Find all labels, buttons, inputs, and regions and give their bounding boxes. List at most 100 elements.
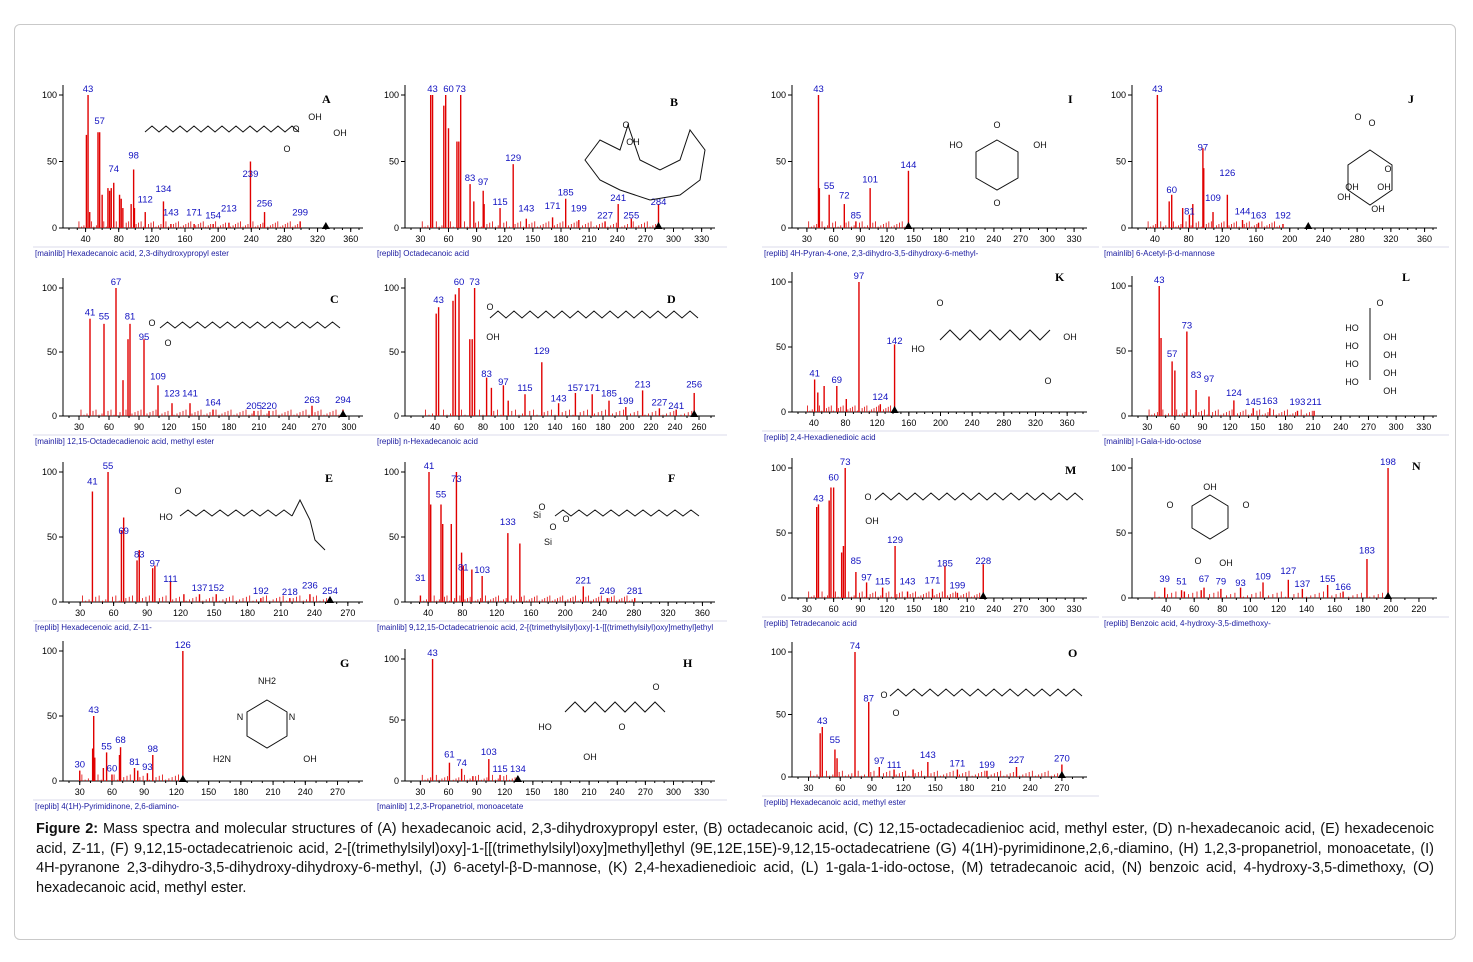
peak-label: 157 [567,383,583,394]
peak-label: 218 [282,587,298,598]
x-tick-label: 80 [1217,604,1227,614]
x-tick-label: 240 [307,608,322,618]
spectrum-panel-j: 0 50 100 40 80 120 160 200 240 280 320 360 43 60 81 97 1… [1102,84,1449,258]
atom-label: OH [1345,182,1359,192]
peak-label: 97 [478,177,489,188]
x-tick-label: 120 [880,604,895,614]
x-tick-label: 140 [547,422,562,432]
peak-label: 74 [456,758,467,769]
spectrum-title: [mainlib] 9,12,15-Octadecatrienoic acid,… [377,623,713,632]
spectrum-panel-b: 0 50 100 30 60 90 120 150 180 210 240 270 300 330 43 60… [375,84,727,258]
peak-label: 143 [920,750,936,761]
peak-label: 163 [1251,210,1267,221]
peak-label: 83 [481,369,492,380]
peak-label: 43 [813,84,824,95]
peak-label: 263 [304,395,320,406]
spectrum-panel-i: 0 50 100 30 60 90 120 150 180 210 240 270 300 330 43 55… [762,84,1099,258]
x-tick-label: 270 [638,234,653,244]
y-tick-label: 0 [781,223,786,233]
y-tick-label: 0 [52,597,57,607]
carbon-chain [179,509,293,517]
peak-label: 133 [500,517,516,528]
spectrum-title: [replib] 2,4-Hexadienedioic acid [764,433,876,442]
peak-label: 199 [949,581,965,592]
y-tick-label: 50 [389,532,399,542]
peak-label: 143 [518,204,534,215]
y-tick-label: 0 [781,407,786,417]
x-tick-label: 200 [558,608,573,618]
x-tick-label: 150 [525,234,540,244]
peak-label: 192 [253,586,269,597]
atom-label: O [164,338,171,348]
atom-label: OH [1337,192,1351,202]
atom-label: HO [159,512,173,522]
x-tick-label: 240 [965,418,980,428]
spectrum-title: [mainlib] 12,15-Octadecadienoic acid, me… [35,437,215,446]
x-tick-label: 30 [802,234,812,244]
peak-label: 227 [1009,755,1025,766]
carbon-chain [889,688,1083,697]
mannose-ring [1347,149,1393,206]
x-tick-label: 210 [251,422,266,432]
peak-label: 255 [623,210,639,221]
x-tick-label: 270 [311,422,326,432]
peak-label: 199 [979,760,995,771]
peak-label: 98 [128,151,139,162]
peak-label: 39 [1159,574,1170,585]
y-tick-label: 100 [42,283,57,293]
x-tick-label: 240 [610,234,625,244]
y-tick-label: 50 [389,715,399,725]
panel-letter: O [1068,646,1077,660]
peak-label: 81 [125,312,136,323]
peak-label: 239 [243,169,259,180]
atom-label: O [292,124,299,134]
peak-label: 220 [261,401,277,412]
atom-label: HO [538,722,552,732]
atom-label: OH [1371,204,1385,214]
x-tick-label: 240 [592,608,607,618]
peak-label: 81 [129,757,140,768]
x-tick-label: 120 [870,418,885,428]
pyranone-ring [975,139,1019,191]
spectrum-title: [mainlib] Hexadecanoic acid, 2,3-dihydro… [35,249,229,258]
y-tick-label: 100 [384,654,399,664]
peak-label: 143 [900,577,916,588]
peak-label: 95 [139,332,150,343]
peak-label: 83 [465,173,476,184]
peak-label: 145 [1245,397,1261,408]
x-tick-label: 120 [161,422,176,432]
peak-label: 43 [83,84,94,95]
peak-label: 171 [584,383,600,394]
y-tick-label: 0 [1121,223,1126,233]
x-tick-label: 90 [139,787,149,797]
y-tick-label: 50 [1116,528,1126,538]
peak-label: 97 [150,559,161,570]
x-tick-label: 90 [142,608,152,618]
peak-label: 294 [335,395,351,406]
x-tick-label: 60 [443,234,453,244]
y-tick-label: 50 [389,347,399,357]
carbon-chain [159,321,341,329]
peak-label: 163 [1262,396,1278,407]
peak-label: 213 [221,204,237,215]
x-tick-label: 180 [933,604,948,614]
peak-label: 141 [182,388,198,399]
peak-label: 57 [94,116,105,127]
x-tick-label: 240 [298,787,313,797]
x-tick-label: 60 [835,783,845,793]
x-tick-label: 40 [1150,234,1160,244]
peak-label: 73 [1182,321,1193,332]
atom-label: N [289,712,296,722]
x-tick-label: 320 [310,234,325,244]
peak-label: 281 [627,586,643,597]
atom-label: O [148,318,155,328]
panel-letter: G [340,656,349,670]
peak-label: 93 [142,762,153,773]
y-tick-label: 0 [781,772,786,782]
atom-label: OH [1383,386,1397,396]
peak-label: 85 [851,210,862,221]
x-tick-label: 240 [1316,234,1331,244]
peak-label: 97 [854,271,865,282]
